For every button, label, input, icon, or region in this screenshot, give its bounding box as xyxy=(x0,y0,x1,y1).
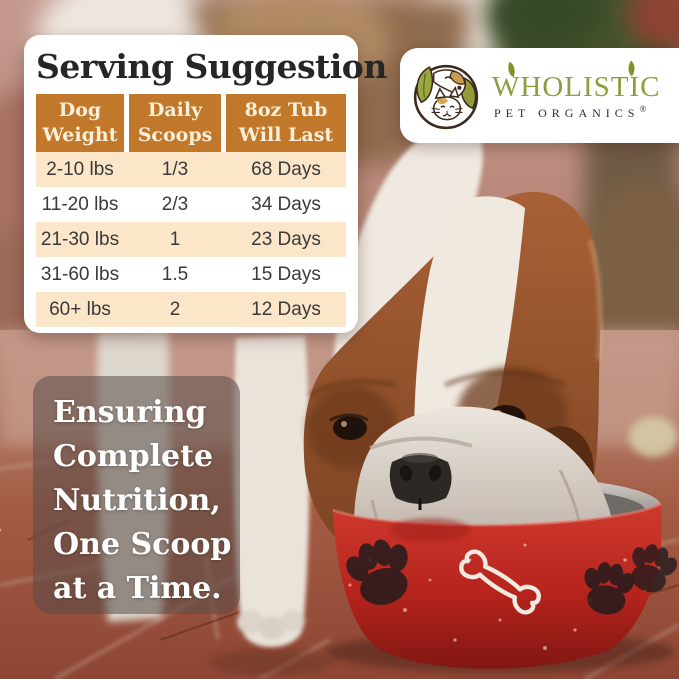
serving-title: Serving Suggestion xyxy=(36,47,387,86)
table-row: 31-60 lbs 1.5 15 Days xyxy=(36,257,346,292)
table-cell: 1/3 xyxy=(161,158,189,180)
column-header-dog-weight: Dog Weight xyxy=(36,94,124,152)
cat-face xyxy=(431,85,463,120)
table-cell: 1 xyxy=(169,228,181,250)
table-cell: 31-60 lbs xyxy=(40,263,120,285)
brand-logo-card: WHOLISTIC PET ORGANICS® xyxy=(400,48,679,143)
serving-table: Dog Weight Daily Scoops 8oz Tub Will Las… xyxy=(36,94,346,327)
table-cell: 2-10 lbs xyxy=(46,158,114,180)
table-cell: 34 Days xyxy=(251,193,321,215)
tagline-line: Complete xyxy=(53,439,214,474)
brand-subtitle: PET ORGANICS® xyxy=(494,103,647,120)
tagline-overlay: Ensuring Complete Nutrition, One Scoop a… xyxy=(33,376,240,614)
column-header-tub-will-last: 8oz Tub Will Last xyxy=(226,94,346,152)
table-row: 60+ lbs 2 12 Days xyxy=(36,292,346,327)
table-cell: 2 xyxy=(169,298,181,320)
registered-mark: ® xyxy=(639,103,647,114)
table-cell: 12 Days xyxy=(251,298,321,320)
table-cell: 68 Days xyxy=(251,158,321,180)
red-bowl xyxy=(0,502,679,669)
table-cell: 15 Days xyxy=(251,263,321,285)
table-cell: 11-20 lbs xyxy=(41,193,119,215)
brand-logo-mark xyxy=(413,64,479,129)
blurred-ball xyxy=(629,417,677,457)
brand-wordmark: WHOLISTIC PET ORGANICS® xyxy=(492,60,661,120)
tagline-line: Nutrition, xyxy=(53,483,221,518)
leaf-icon xyxy=(416,65,434,103)
table-row: 2-10 lbs 1/3 68 Days xyxy=(36,152,346,187)
table-cell: 2/3 xyxy=(161,193,189,215)
tagline-line: One Scoop xyxy=(53,527,232,562)
table-row: 11-20 lbs 2/3 34 Days xyxy=(36,187,346,222)
table-cell: 23 Days xyxy=(251,228,321,250)
dog-face xyxy=(432,68,467,97)
brand-name: WHOLISTIC xyxy=(492,70,661,103)
table-header-row: Dog Weight Daily Scoops 8oz Tub Will Las… xyxy=(36,94,346,152)
tagline-line: Ensuring xyxy=(53,395,207,430)
dog-nose xyxy=(389,453,452,510)
bone-icon xyxy=(459,549,541,615)
tagline-line: at a Time. xyxy=(53,571,222,606)
table-row: 21-30 lbs 1 23 Days xyxy=(36,222,346,257)
table-cell: 60+ lbs xyxy=(49,298,111,320)
serving-suggestion-card: Serving Suggestion Dog Weight Daily Scoo… xyxy=(24,35,387,333)
table-cell: 21-30 lbs xyxy=(40,228,120,250)
table-cell: 1.5 xyxy=(161,263,189,285)
column-header-daily-scoops: Daily Scoops xyxy=(129,94,221,152)
